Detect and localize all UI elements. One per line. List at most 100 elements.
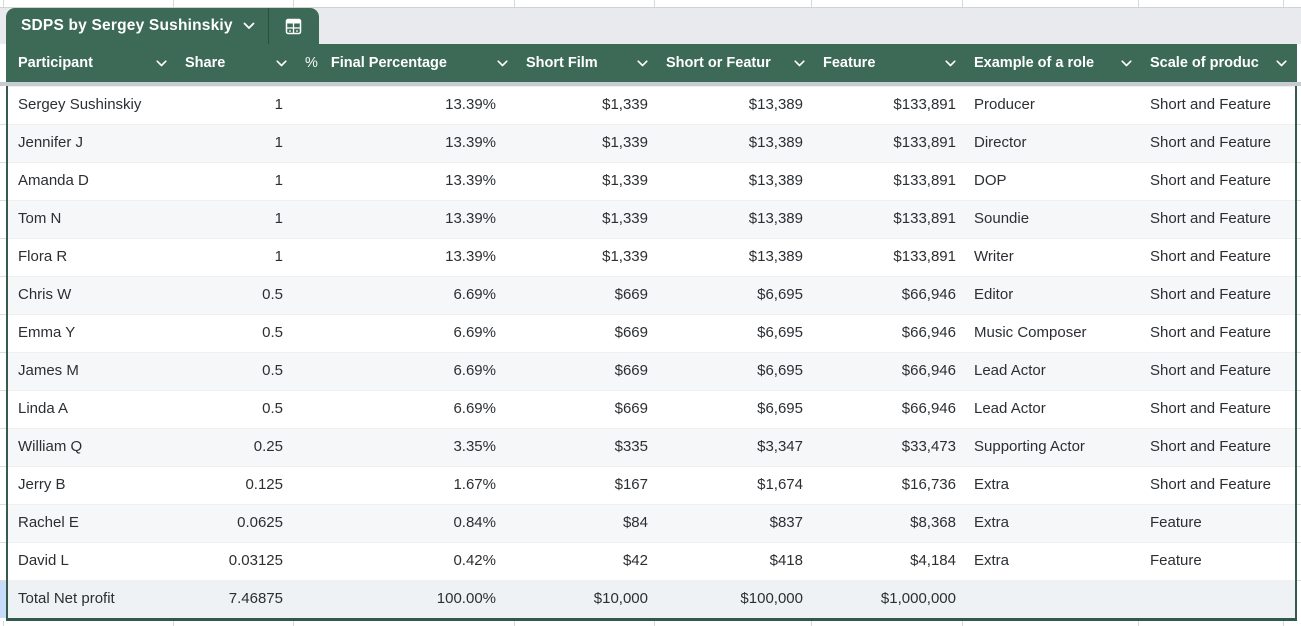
chevron-down-icon[interactable] — [631, 59, 648, 67]
chevron-down-icon[interactable] — [270, 59, 287, 67]
cell-participant[interactable]: James M — [18, 362, 79, 379]
cell-participant[interactable]: Chris W — [18, 286, 72, 303]
cell-short-or-featur[interactable]: $1,674 — [757, 476, 803, 493]
cell-short-or-featur[interactable]: $13,389 — [748, 96, 803, 113]
cell-scale-of-produc[interactable]: Short and Feature — [1150, 134, 1271, 151]
cell-participant[interactable]: William Q — [18, 438, 83, 455]
cell-final-percentage[interactable]: 6.69% — [453, 362, 496, 379]
cell-short-film[interactable]: $10,000 — [593, 590, 648, 607]
cell-example-of-a-role[interactable]: Lead Actor — [974, 400, 1046, 417]
cell-example-of-a-role[interactable] — [964, 580, 1140, 618]
cell-feature[interactable]: $16,736 — [901, 476, 956, 493]
cell-short-film[interactable]: $669 — [614, 324, 648, 341]
column-header-example-of-a-role[interactable]: Example of a role — [964, 44, 1140, 82]
cell-short-or-featur[interactable]: $13,389 — [748, 172, 803, 189]
cell-short-or-featur[interactable]: $6,695 — [757, 324, 803, 341]
cell-example-of-a-role[interactable]: Director — [974, 134, 1027, 151]
cell-feature[interactable]: $66,946 — [901, 286, 956, 303]
cell-final-percentage[interactable]: 3.35% — [453, 438, 496, 455]
chevron-down-icon[interactable] — [1115, 59, 1132, 67]
cell-example-of-a-role[interactable]: Extra — [974, 476, 1010, 493]
cell-example-of-a-role[interactable]: Soundie — [974, 210, 1030, 227]
cell-example-of-a-role[interactable]: Music Composer — [974, 324, 1087, 341]
cell-example-of-a-role[interactable]: Extra — [974, 552, 1010, 569]
cell-share[interactable]: 0.25 — [253, 438, 283, 455]
cell-scale-of-produc[interactable]: Feature — [1150, 514, 1202, 531]
table-grid-icon[interactable] — [269, 8, 319, 44]
cell-final-percentage[interactable]: 0.42% — [453, 552, 496, 569]
cell-final-percentage[interactable]: 6.69% — [453, 400, 496, 417]
cell-short-or-featur[interactable]: $6,695 — [757, 362, 803, 379]
cell-example-of-a-role[interactable]: Editor — [974, 286, 1014, 303]
cell-participant[interactable]: Linda A — [18, 400, 69, 417]
cell-feature[interactable]: $66,946 — [901, 400, 956, 417]
cell-participant[interactable]: Flora R — [18, 248, 68, 265]
cell-share[interactable]: 1 — [274, 248, 283, 265]
cell-feature[interactable]: $133,891 — [893, 248, 956, 265]
cell-final-percentage[interactable]: 13.39% — [445, 172, 496, 189]
cell-participant[interactable]: Emma Y — [18, 324, 76, 341]
chevron-down-icon[interactable] — [150, 59, 167, 67]
cell-scale-of-produc[interactable]: Short and Feature — [1150, 324, 1271, 341]
cell-participant[interactable]: David L — [18, 552, 69, 569]
cell-scale-of-produc[interactable]: Short and Feature — [1150, 286, 1271, 303]
cell-final-percentage[interactable]: 13.39% — [445, 134, 496, 151]
cell-participant[interactable]: Amanda D — [18, 172, 89, 189]
cell-final-percentage[interactable]: 100.00% — [436, 590, 496, 607]
cell-short-film[interactable]: $1,339 — [602, 210, 648, 227]
column-header-scale-of-produc[interactable]: Scale of produc — [1140, 44, 1295, 82]
cell-short-or-featur[interactable]: $13,389 — [748, 134, 803, 151]
cell-participant[interactable]: Total Net profit — [18, 590, 115, 607]
cell-example-of-a-role[interactable]: Lead Actor — [974, 362, 1046, 379]
cell-scale-of-produc[interactable] — [1140, 580, 1295, 618]
cell-final-percentage[interactable]: 6.69% — [453, 324, 496, 341]
cell-feature[interactable]: $8,368 — [910, 514, 956, 531]
cell-short-film[interactable]: $42 — [622, 552, 648, 569]
cell-final-percentage[interactable]: 13.39% — [445, 248, 496, 265]
cell-example-of-a-role[interactable]: Writer — [974, 248, 1014, 265]
chevron-down-icon[interactable] — [491, 59, 508, 67]
cell-participant[interactable]: Jennifer J — [18, 134, 84, 151]
cell-short-film[interactable]: $1,339 — [602, 96, 648, 113]
cell-short-or-featur[interactable]: $837 — [769, 514, 803, 531]
cell-feature[interactable]: $133,891 — [893, 210, 956, 227]
cell-share[interactable]: 0.5 — [262, 362, 283, 379]
cell-final-percentage[interactable]: 6.69% — [453, 286, 496, 303]
cell-short-or-featur[interactable]: $13,389 — [748, 248, 803, 265]
cell-example-of-a-role[interactable]: Extra — [974, 514, 1010, 531]
cell-scale-of-produc[interactable]: Short and Feature — [1150, 172, 1271, 189]
cell-short-film[interactable]: $669 — [614, 362, 648, 379]
cell-share[interactable]: 0.0625 — [237, 514, 283, 531]
cell-share[interactable]: 7.46875 — [228, 590, 283, 607]
cell-scale-of-produc[interactable]: Short and Feature — [1150, 400, 1271, 417]
cell-short-film[interactable]: $1,339 — [602, 134, 648, 151]
cell-example-of-a-role[interactable]: Producer — [974, 96, 1035, 113]
table-tab[interactable]: SDPS by Sergey Sushinskiy — [6, 8, 319, 44]
cell-short-film[interactable]: $669 — [614, 286, 648, 303]
cell-share[interactable]: 1 — [274, 172, 283, 189]
cell-scale-of-produc[interactable]: Short and Feature — [1150, 438, 1271, 455]
chevron-down-icon[interactable] — [243, 22, 268, 30]
cell-share[interactable]: 0.5 — [262, 286, 283, 303]
cell-scale-of-produc[interactable]: Short and Feature — [1150, 362, 1271, 379]
column-header-feature[interactable]: Feature — [813, 44, 964, 82]
cell-final-percentage[interactable]: 13.39% — [445, 96, 496, 113]
cell-final-percentage[interactable]: 0.84% — [453, 514, 496, 531]
cell-scale-of-produc[interactable]: Short and Feature — [1150, 248, 1271, 265]
cell-short-film[interactable]: $84 — [622, 514, 648, 531]
cell-share[interactable]: 1 — [274, 134, 283, 151]
cell-share[interactable]: 1 — [274, 96, 283, 113]
cell-participant[interactable]: Rachel E — [18, 514, 79, 531]
cell-feature[interactable]: $133,891 — [893, 96, 956, 113]
cell-example-of-a-role[interactable]: Supporting Actor — [974, 438, 1085, 455]
cell-scale-of-produc[interactable]: Short and Feature — [1150, 476, 1271, 493]
cell-participant[interactable]: Tom N — [18, 210, 62, 227]
cell-short-or-featur[interactable]: $100,000 — [740, 590, 803, 607]
cell-scale-of-produc[interactable]: Feature — [1150, 552, 1202, 569]
cell-feature[interactable]: $66,946 — [901, 362, 956, 379]
cell-share[interactable]: 0.125 — [245, 476, 283, 493]
cell-share[interactable]: 0.03125 — [228, 552, 283, 569]
cell-example-of-a-role[interactable]: DOP — [974, 172, 1007, 189]
cell-short-or-featur[interactable]: $13,389 — [748, 210, 803, 227]
cell-feature[interactable]: $133,891 — [893, 134, 956, 151]
